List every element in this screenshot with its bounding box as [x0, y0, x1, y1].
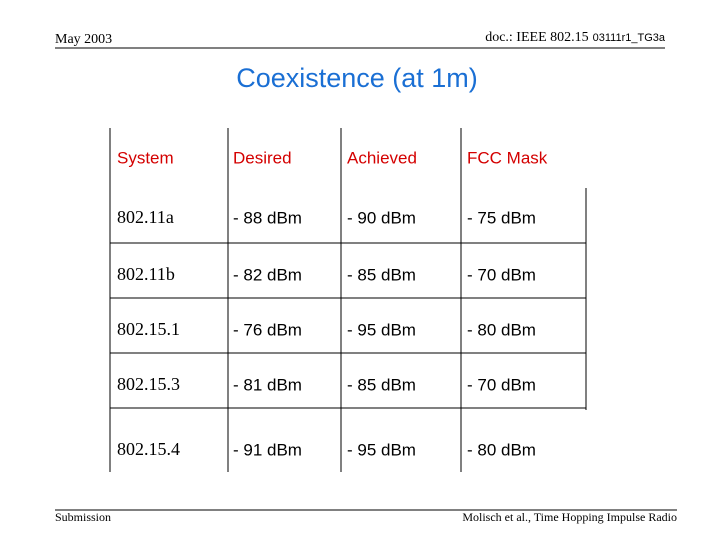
footer-right: Molisch et al., Time Hopping Impulse Rad… [462, 510, 677, 524]
table-cell: - 75 dBm [467, 208, 536, 227]
column-header: System [117, 148, 174, 167]
table-cell: - 70 dBm [467, 265, 536, 284]
table-cell: 802.11b [117, 264, 175, 284]
column-header: Achieved [347, 148, 417, 167]
table: System Desired Achieved FCC Mask 802.11a - 88… [109, 128, 587, 472]
table-cell: - 80 dBm [467, 320, 536, 339]
table-cell: - 91 dBm [233, 440, 302, 459]
table-cell: 802.15.3 [117, 374, 180, 394]
table-cell: - 70 dBm [467, 375, 536, 394]
header-date: May 2003 [55, 32, 112, 47]
table-cell: - 85 dBm [347, 375, 416, 394]
table-cell: - 95 dBm [347, 440, 416, 459]
table-cell: 802.15.4 [117, 439, 180, 459]
table-cell: - 90 dBm [347, 208, 416, 227]
doc-label: doc.: IEEE 802.15 [485, 30, 588, 45]
table-cell: - 95 dBm [347, 320, 416, 339]
table-cell: - 80 dBm [467, 440, 536, 459]
slide-title: Coexistence (at 1m) [236, 63, 478, 93]
table-cell: - 85 dBm [347, 265, 416, 284]
column-header: FCC Mask [467, 148, 548, 167]
table-cell: 802.15.1 [117, 319, 180, 339]
table-cell: - 76 dBm [233, 320, 302, 339]
doc-number: 03111r1_TG3a [593, 32, 666, 44]
column-header: Desired [233, 148, 292, 167]
footer-left: Submission [55, 510, 111, 524]
table-cell: - 88 dBm [233, 208, 302, 227]
table-cell: 802.11a [117, 207, 174, 227]
table-cell: - 82 dBm [233, 265, 302, 284]
table-cell: - 81 dBm [233, 375, 302, 394]
header-doc: doc.: IEEE 802.15 03111r1_TG3a [485, 30, 666, 45]
